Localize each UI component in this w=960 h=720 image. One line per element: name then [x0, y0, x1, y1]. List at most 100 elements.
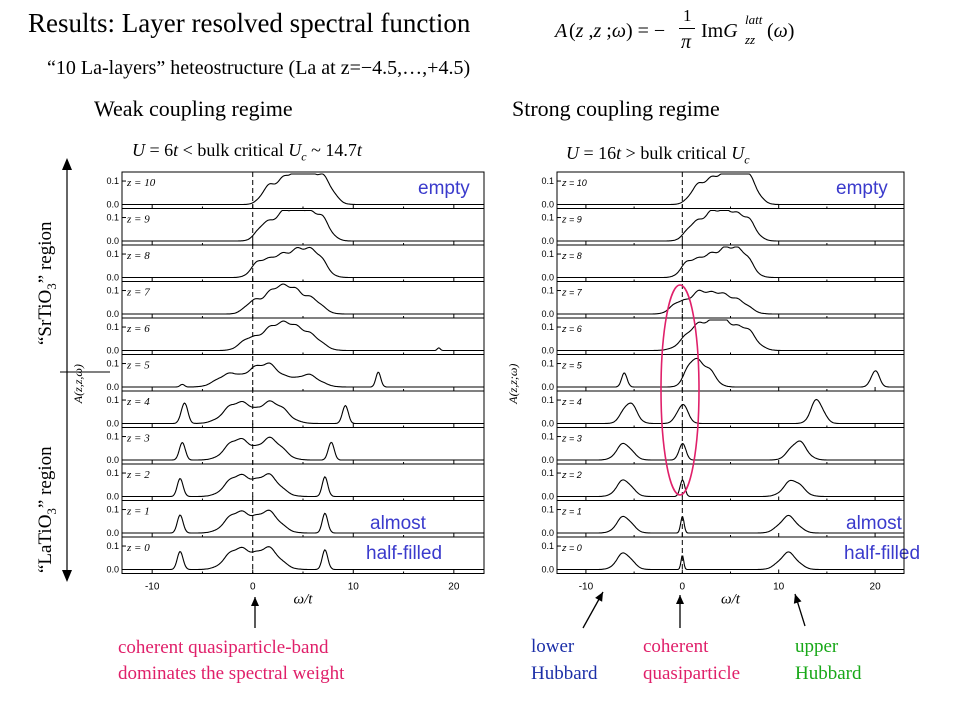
strong-ytick-label: 0.1 — [541, 249, 554, 259]
strong-panel-frame — [556, 281, 905, 319]
weak-ytick-label: 0.0 — [106, 309, 119, 319]
weak-series-z8 — [122, 246, 484, 279]
weak-ytick-label: 0.1 — [106, 359, 119, 369]
strong-xlabel: ω/t — [721, 592, 741, 608]
weak-z-label: z = 0 — [126, 542, 150, 554]
weak-z-label: z = 8 — [126, 250, 150, 262]
weak-xtick-label: 0 — [250, 582, 256, 593]
strong-ytick-label: 0.0 — [541, 236, 554, 246]
weak-panel-frame — [121, 244, 485, 282]
weak-ytick-label: 0.1 — [106, 541, 119, 551]
subtitle: “10 La-layers” heteostructure (La at z=−… — [47, 57, 471, 79]
strong-z-label: z = 0 — [561, 543, 582, 553]
weak-ytick-label: 0.0 — [106, 492, 119, 502]
strong-ytick-label: 0.1 — [541, 541, 554, 551]
weak-ytick-label: 0.0 — [106, 455, 119, 465]
weak-almost-label: almost — [370, 513, 426, 534]
strong-ytick-label: 0.1 — [541, 322, 554, 332]
weak-panel-frame — [121, 281, 485, 319]
strong-series-z6 — [557, 319, 904, 352]
weak-ytick-label: 0.1 — [106, 286, 119, 296]
weak-condition: U = 6t < bulk critical Uc ~ 14.7t — [132, 140, 362, 164]
weak-series-z9 — [122, 209, 484, 242]
weak-ytick-label: 0.0 — [106, 528, 119, 538]
lower-hubbard-arrow-head — [595, 592, 603, 602]
weak-xtick-label: 20 — [448, 582, 460, 593]
strong-series-z4 — [557, 398, 904, 425]
coherent-qp-line1: coherent — [643, 636, 709, 657]
weak-ytick-label: 0.1 — [106, 176, 119, 186]
strong-ytick-label: 0.1 — [541, 505, 554, 515]
strong-almost-label: almost — [846, 513, 902, 534]
strong-z-label: z = 10 — [561, 178, 587, 188]
upper-hubbard-line1: upper — [795, 636, 839, 657]
strong-ytick-label: 0.1 — [541, 395, 554, 405]
weak-z-label: z = 3 — [126, 433, 150, 445]
weak-series-z5 — [122, 362, 484, 388]
strong-ytick-label: 0.0 — [541, 528, 554, 538]
weak-empty-label: empty — [418, 178, 470, 199]
lower-hubbard-line1: lower — [531, 636, 575, 657]
strong-series-z10 — [557, 173, 904, 206]
weak-ytick-label: 0.0 — [106, 236, 119, 246]
weak-z-label: z = 4 — [126, 396, 150, 408]
strong-ytick-label: 0.1 — [541, 359, 554, 369]
strong-xtick-label: 20 — [870, 582, 882, 593]
strong-panel-frame — [556, 354, 905, 392]
weak-z-label: z = 9 — [126, 214, 150, 226]
strong-series-z7 — [557, 289, 904, 315]
weak-ytick-label: 0.1 — [106, 395, 119, 405]
strong-series-z2 — [557, 479, 904, 498]
strong-ytick-label: 0.0 — [541, 346, 554, 356]
weak-z-label: z = 1 — [126, 506, 150, 518]
weak-ytick-label: 0.0 — [106, 273, 119, 283]
strong-empty-label: empty — [836, 178, 888, 199]
weak-ytick-label: 0.0 — [106, 565, 119, 575]
strong-xtick-label: 10 — [773, 582, 785, 593]
weak-z-label: z = 2 — [126, 469, 150, 481]
strong-panel-frame — [556, 390, 905, 428]
strong-ytick-label: 0.0 — [541, 200, 554, 210]
weak-series-z4 — [122, 400, 484, 425]
page-title: Results: Layer resolved spectral functio… — [28, 8, 471, 38]
strong-series-z5 — [557, 357, 904, 388]
weak-panel-frame — [121, 354, 485, 392]
weak-ytick-label: 0.1 — [106, 249, 119, 259]
strong-ytick-label: 0.1 — [541, 468, 554, 478]
weak-xtick-label: -10 — [145, 582, 160, 593]
weak-ytick-label: 0.1 — [106, 468, 119, 478]
weak-qp-arrow-head — [251, 597, 259, 606]
weak-z-label: z = 10 — [126, 177, 156, 189]
strong-ytick-label: 0.0 — [541, 273, 554, 283]
weak-ytick-label: 0.0 — [106, 382, 119, 392]
lower-hubbard-line2: Hubbard — [531, 663, 598, 684]
weak-series-z10 — [122, 173, 484, 206]
weak-panel-frame — [121, 171, 485, 209]
weak-annotation-line1: coherent quasiparticle-band — [118, 637, 329, 658]
weak-series-z0 — [122, 546, 484, 571]
weak-ytick-label: 0.0 — [106, 419, 119, 429]
upper-hubbard-line2: Hubbard — [795, 663, 862, 684]
strong-ytick-label: 0.1 — [541, 432, 554, 442]
weak-panel-frame — [121, 208, 485, 246]
weak-series-z6 — [122, 320, 484, 352]
strong-ytick-label: 0.0 — [541, 565, 554, 575]
strong-series-z3 — [557, 440, 904, 461]
strong-ytick-label: 0.0 — [541, 492, 554, 502]
strong-z-label: z = 8 — [561, 251, 582, 261]
formula: A (z ,z ;ω) = − 1 π ImG latt zz (ω) — [555, 6, 795, 53]
strong-series-z8 — [557, 246, 904, 279]
weak-ylabel: A(z,z,ω) — [71, 364, 85, 404]
weak-panel-frame — [121, 536, 485, 574]
weak-ytick-label: 0.1 — [106, 213, 119, 223]
region-arrows — [60, 158, 110, 582]
weak-chart: 0.00.1 z = 100.00.1 z = 90.00.1 z = 80.00.1… — [71, 171, 485, 608]
strong-z-label: z = 9 — [561, 215, 582, 225]
weak-xtick-label: 10 — [348, 582, 360, 593]
strong-ytick-label: 0.1 — [541, 286, 554, 296]
weak-ytick-label: 0.0 — [106, 346, 119, 356]
strong-coupling-heading: Strong coupling regime — [512, 96, 720, 121]
weak-series-z2 — [122, 473, 484, 498]
strong-ytick-label: 0.0 — [541, 382, 554, 392]
